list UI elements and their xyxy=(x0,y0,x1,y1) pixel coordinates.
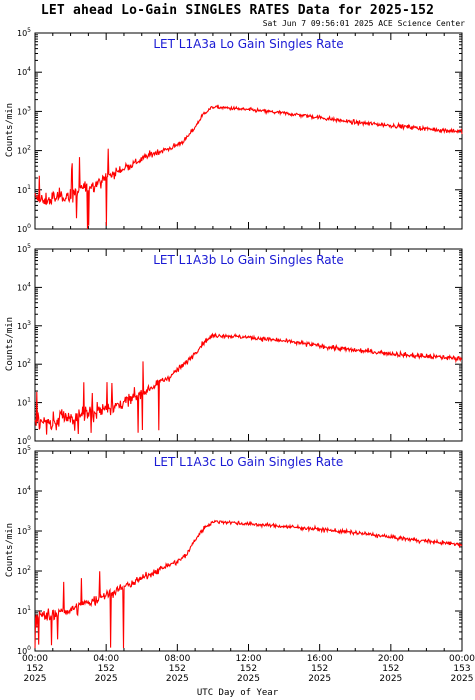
y-axis-label: Counts/min xyxy=(5,522,15,578)
y-tick-label: 100 xyxy=(17,645,31,656)
plot-frame xyxy=(34,450,463,652)
panel-title: LET L1A3a Lo Gain Singles Rate xyxy=(153,37,343,51)
y-tick-label: 103 xyxy=(17,105,31,116)
panel-title: LET L1A3c Lo Gain Singles Rate xyxy=(154,455,344,469)
y-tick-label: 105 xyxy=(17,27,31,38)
x-tick-label: 153 xyxy=(453,664,470,674)
x-tick-label: 00:00 xyxy=(22,654,48,664)
plot-frame xyxy=(34,32,463,230)
x-tick-label: 2025 xyxy=(24,674,47,684)
y-tick-label: 100 xyxy=(17,435,31,446)
x-tick-label: 2025 xyxy=(95,674,118,684)
x-tick-label: 2025 xyxy=(237,674,260,684)
x-tick-label: 2025 xyxy=(166,674,189,684)
plot-frame xyxy=(34,248,463,442)
x-tick-label: 08:00 xyxy=(164,654,190,664)
x-tick-label: 152 xyxy=(240,664,257,674)
series-line xyxy=(34,519,463,649)
y-tick-label: 103 xyxy=(17,320,31,331)
y-tick-label: 102 xyxy=(17,145,31,156)
x-tick-label: 152 xyxy=(169,664,186,674)
x-tick-label: 20:00 xyxy=(378,654,404,664)
x-tick-label: 152 xyxy=(382,664,399,674)
y-tick-label: 101 xyxy=(17,397,31,408)
panel-title: LET L1A3b Lo Gain Singles Rate xyxy=(153,253,344,267)
page-title: LET ahead Lo-Gain SINGLES RATES Data for… xyxy=(40,3,435,18)
x-tick-label: 2025 xyxy=(379,674,402,684)
x-tick-label: 152 xyxy=(311,664,328,674)
y-tick-label: 102 xyxy=(17,565,31,576)
y-tick-label: 104 xyxy=(17,66,31,77)
y-tick-label: 105 xyxy=(17,445,31,456)
y-axis-label: Counts/min xyxy=(5,102,15,158)
x-tick-label: 152 xyxy=(98,664,115,674)
y-axis-label: Counts/min xyxy=(5,316,15,372)
x-tick-label: 04:00 xyxy=(93,654,119,664)
y-tick-label: 101 xyxy=(17,184,31,195)
series-line xyxy=(34,104,463,230)
y-tick-label: 104 xyxy=(17,485,31,496)
y-tick-label: 101 xyxy=(17,605,31,616)
y-tick-label: 104 xyxy=(17,281,31,292)
timestamp-label: Sat Jun 7 09:56:01 2025 ACE Science Cent… xyxy=(262,19,465,28)
x-axis-label: UTC Day of Year xyxy=(196,688,279,698)
x-tick-label: 152 xyxy=(26,664,43,674)
y-tick-label: 100 xyxy=(17,223,31,234)
x-tick-label: 2025 xyxy=(451,674,474,684)
x-tick-label: 2025 xyxy=(308,674,331,684)
x-tick-label: 12:00 xyxy=(236,654,262,664)
x-tick-label: 16:00 xyxy=(307,654,333,664)
y-tick-label: 102 xyxy=(17,358,31,369)
series-line xyxy=(34,332,463,435)
y-tick-label: 105 xyxy=(17,243,31,254)
x-tick-label: 00:00 xyxy=(449,654,475,664)
y-tick-label: 103 xyxy=(17,525,31,536)
